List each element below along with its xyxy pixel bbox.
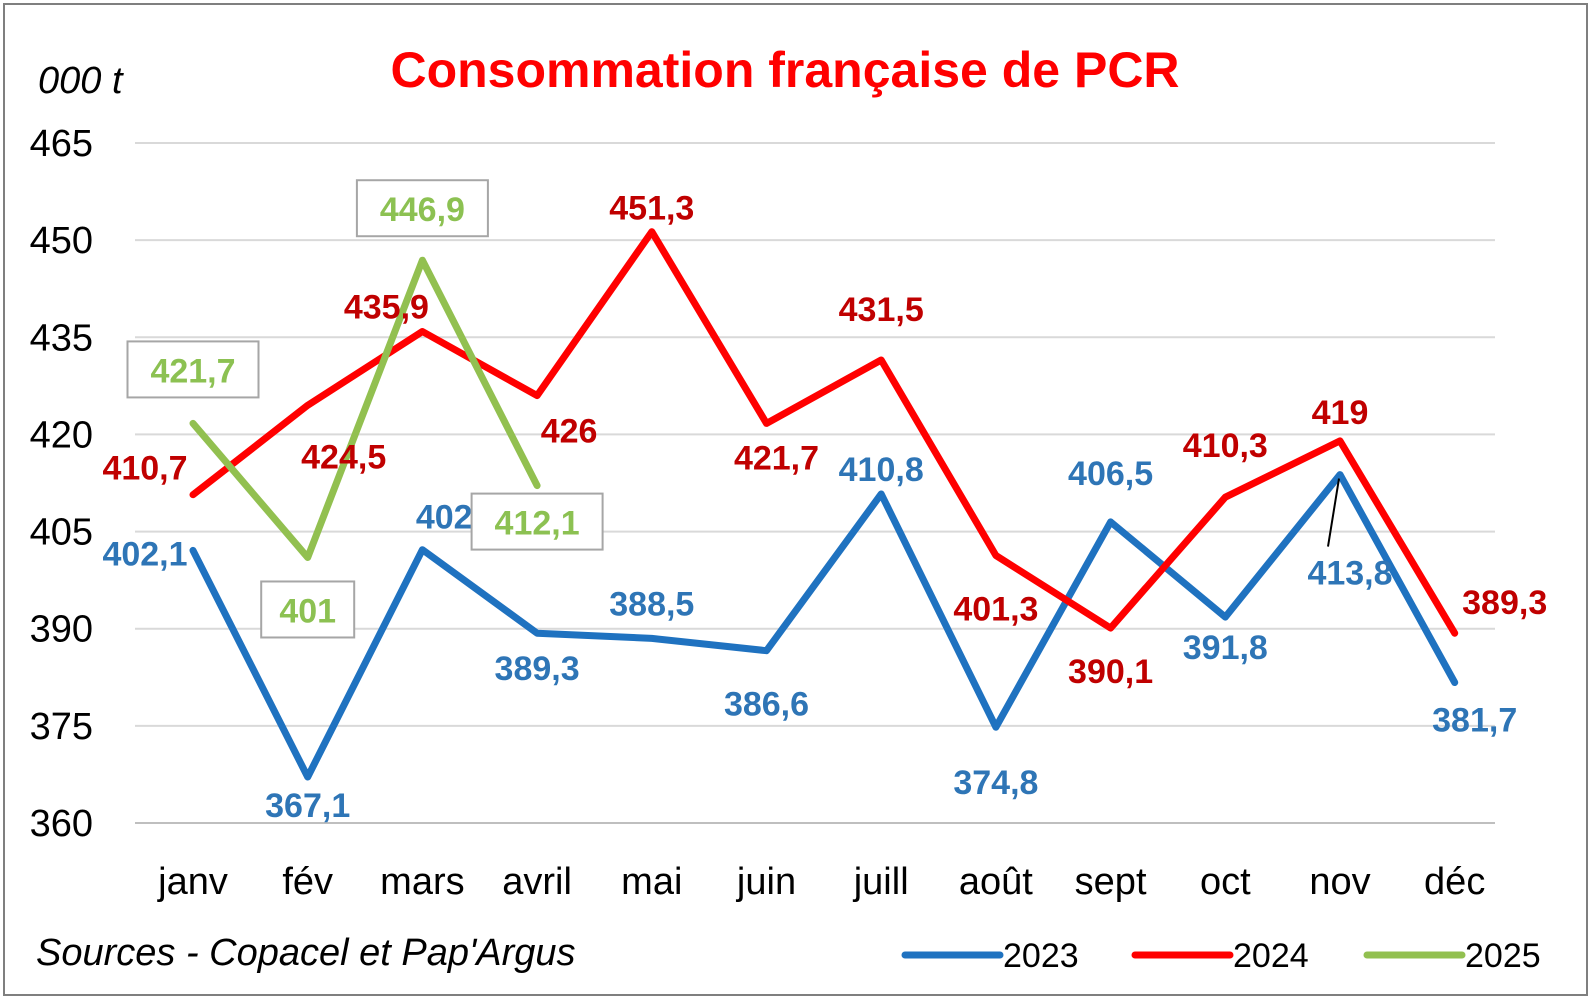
data-label-box-2025-mars [355,179,489,238]
chart-title: Consommation française de PCR [390,42,1179,98]
data-label-2023-avril: 389,3 [495,650,580,688]
y-unit-label: 000 t [38,60,124,102]
data-label-2023-fév: 367,1 [265,787,350,825]
legend-label-2025: 2025 [1465,937,1541,975]
x-tick-label-janv: janv [157,861,228,903]
series-line-2025 [189,256,541,561]
data-label-2023-janv: 402,1 [102,535,187,573]
y-tick-label-450: 450 [30,220,93,262]
y-axis: 360 375 390 405 420 435 450 465 [30,123,93,845]
x-tick-label-sept: sept [1075,861,1147,903]
data-label-2025-mars: 446,9 [380,191,465,229]
x-axis: janv fév mars avril mai juin juill août sept oct n… [157,861,1485,903]
data-label-2023-sept: 406,5 [1068,455,1153,493]
legend: 2023 2024 2025 [901,937,1541,975]
series-line-2024 [189,228,1459,637]
x-tick-label-oct: oct [1200,861,1251,903]
legend-label-2024: 2024 [1233,937,1309,975]
x-tick-label-mars: mars [380,861,464,903]
y-tick-label-360: 360 [30,803,93,845]
series-lines [189,228,1459,781]
data-label-2023-oct: 391,8 [1183,629,1268,667]
x-tick-label-avril: avril [502,861,572,903]
data-label-2023-juin: 386,6 [724,686,809,724]
legend-label-2023: 2023 [1003,937,1079,975]
y-tick-label-390: 390 [30,609,93,651]
data-label-2024-juill: 431,5 [839,291,924,329]
data-label-box-2025-avril [470,492,604,551]
y-tick-label-435: 435 [30,317,93,359]
data-label-2023-août: 374,8 [953,764,1038,802]
data-label-2024-avril: 426 [541,413,598,451]
x-tick-label-août: août [959,861,1033,903]
x-tick-label-nov: nov [1309,861,1370,903]
data-label-box-2025-fév [260,580,356,639]
y-tick-label-375: 375 [30,706,93,748]
source-note: Sources - Copacel et Pap'Argus [36,932,576,974]
data-label-2023-mai: 388,5 [609,585,694,623]
data-label-2025-avril: 412,1 [495,505,580,543]
data-label-2023-nov: 413,8 [1307,555,1392,593]
data-label-2024-fév: 424,5 [301,438,386,476]
data-labels: 402,1367,1402,2389,3388,5386,6410,8374,8… [102,179,1547,825]
leader-line-2023-nov [1327,478,1340,547]
data-label-2024-mai: 451,3 [609,190,694,228]
data-label-2025-janv: 421,7 [150,352,235,390]
data-label-2023-juill: 410,8 [839,451,924,489]
x-tick-label-juin: juin [736,861,796,903]
data-label-2024-août: 401,3 [953,591,1038,629]
y-tick-label-405: 405 [30,512,93,554]
data-label-2025-fév: 401 [279,592,336,630]
data-label-2024-sept: 390,1 [1068,653,1153,691]
data-label-2024-oct: 410,3 [1183,427,1268,465]
x-tick-label-déc: déc [1424,861,1485,903]
x-tick-label-juill: juill [853,861,909,903]
data-label-2024-juin: 421,7 [734,439,819,477]
y-tick-label-420: 420 [30,414,93,456]
y-tick-label-465: 465 [30,123,93,165]
series-line-2023 [189,471,1459,781]
data-label-2023-déc: 381,7 [1432,701,1517,739]
data-label-box-2025-janv [126,340,260,399]
x-tick-label-mai: mai [621,861,682,903]
data-label-2024-janv: 410,7 [102,450,187,488]
data-label-2024-déc: 389,3 [1462,584,1547,622]
data-label-2024-mars: 435,9 [344,288,429,326]
data-label-2024-nov: 419 [1312,394,1369,432]
grid [135,142,1495,824]
x-tick-label-fév: fév [282,861,333,903]
